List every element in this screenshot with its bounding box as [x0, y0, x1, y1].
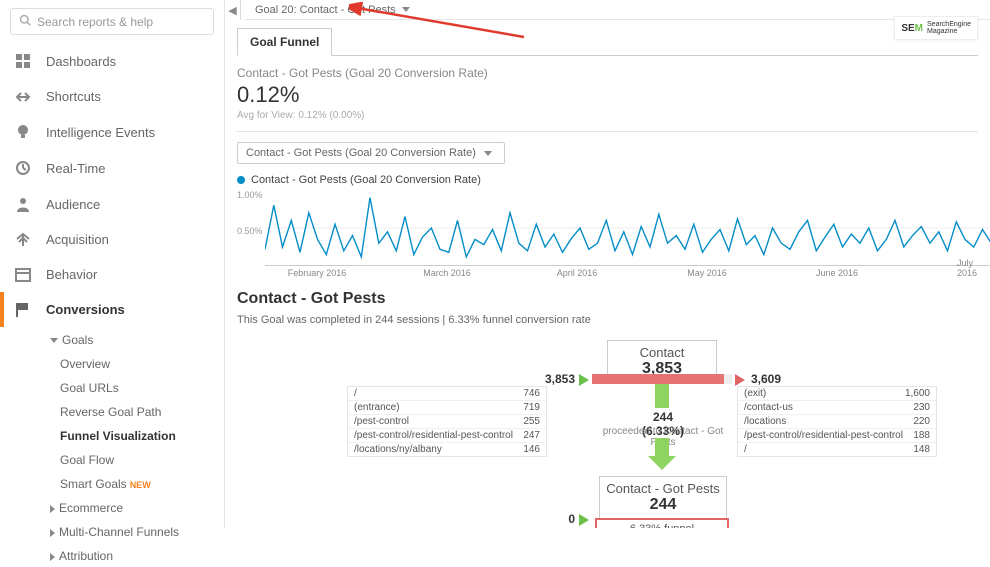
sem-watermark: SEM SearchEngine Magazine	[894, 16, 978, 40]
shortcuts-icon	[14, 91, 32, 103]
flag-icon	[14, 303, 32, 317]
subnav-ecommerce[interactable]: Ecommerce	[34, 495, 224, 519]
subnav-conversions: Goals Overview Goal URLs Reverse Goal Pa…	[34, 327, 224, 567]
step2-in: 0	[563, 512, 575, 526]
down-arrow-head	[648, 456, 676, 470]
summary: Contact - Got Pests (Goal 20 Conversion …	[237, 66, 978, 121]
arrow-in2-icon	[579, 514, 589, 526]
nav-label: Intelligence Events	[46, 125, 155, 140]
funnel-exits-table: (exit)1,600 /contact-us230 /locations220…	[737, 386, 937, 457]
nav-acquisition[interactable]: Acquisition	[0, 222, 224, 257]
subnav-goal-urls[interactable]: Goal URLs	[34, 375, 224, 399]
dashboard-icon	[14, 53, 32, 69]
main-content: ◀ Goal 20: Contact - Got Pests Goal Funn…	[225, 0, 990, 528]
nav-intelligence[interactable]: Intelligence Events	[0, 114, 224, 150]
nav-label: Behavior	[46, 267, 97, 282]
summary-value: 0.12%	[237, 82, 978, 108]
line-chart: 1.00% 0.50% February 2016 March 2016 Apr…	[237, 190, 978, 278]
tab-row: Goal Funnel	[237, 28, 978, 56]
goal-selector[interactable]: Goal 20: Contact - Got Pests	[245, 0, 990, 20]
sidebar: Search reports & help Dashboards Shortcu…	[0, 0, 225, 528]
chevron-down-icon	[484, 147, 496, 159]
nav-audience[interactable]: Audience	[0, 186, 224, 222]
funnel-sources-table: /746 (entrance)719 /pest-control255 /pes…	[347, 386, 547, 457]
step1-in: 3,853	[535, 372, 575, 386]
legend-dot	[237, 176, 245, 184]
tab-goal-funnel[interactable]: Goal Funnel	[237, 28, 332, 56]
nav-dashboards[interactable]: Dashboards	[0, 43, 224, 79]
summary-title: Contact - Got Pests (Goal 20 Conversion …	[237, 66, 978, 80]
section-subtitle: This Goal was completed in 244 sessions …	[237, 314, 978, 326]
subnav-attribution[interactable]: Attribution	[34, 543, 224, 567]
sem-logo: SEM	[901, 23, 923, 34]
nav-label: Real-Time	[46, 161, 105, 176]
down-arrow-1	[655, 384, 669, 408]
nav-label: Acquisition	[46, 232, 109, 247]
nav-label: Audience	[46, 197, 100, 212]
funnel: Contact 3,853 3,853 3,609 /746 (entrance…	[237, 340, 978, 528]
chart-legend: Contact - Got Pests (Goal 20 Conversion …	[237, 174, 978, 186]
nav-realtime[interactable]: Real-Time	[0, 150, 224, 186]
nav-behavior[interactable]: Behavior	[0, 257, 224, 292]
section-title: Contact - Got Pests	[237, 290, 978, 308]
behavior-icon	[14, 268, 32, 282]
nav-label: Dashboards	[46, 54, 116, 69]
subnav-goals[interactable]: Goals	[34, 327, 224, 351]
search-input[interactable]: Search reports & help	[10, 8, 214, 35]
bulb-icon	[14, 124, 32, 140]
chevron-down-icon	[402, 4, 414, 16]
nav-conversions[interactable]: Conversions	[0, 292, 224, 327]
arrow-in-icon	[579, 374, 589, 386]
subnav-smart-goals[interactable]: Smart GoalsNEW	[34, 471, 224, 495]
nav-label: Conversions	[46, 302, 125, 317]
subnav-overview[interactable]: Overview	[34, 351, 224, 375]
page-prev[interactable]: ◀	[225, 0, 241, 20]
nav-label: Shortcuts	[46, 89, 101, 104]
metric-select[interactable]: Contact - Got Pests (Goal 20 Conversion …	[237, 142, 505, 164]
clock-icon	[14, 160, 32, 176]
conversion-rate-callout: 6.33% funnel conversion rate	[595, 518, 729, 528]
subnav-goal-flow[interactable]: Goal Flow	[34, 447, 224, 471]
search-icon	[19, 14, 31, 29]
acquisition-icon	[14, 233, 32, 247]
funnel-step-2: Contact - Got Pests 244	[599, 476, 727, 519]
subnav-reverse-goal[interactable]: Reverse Goal Path	[34, 399, 224, 423]
subnav-funnel-viz[interactable]: Funnel Visualization	[34, 423, 224, 447]
divider	[237, 131, 978, 132]
new-badge: NEW	[130, 480, 151, 490]
down-arrow-2	[655, 438, 669, 456]
nav-shortcuts[interactable]: Shortcuts	[0, 79, 224, 114]
person-icon	[14, 196, 32, 212]
arrow-out-icon	[735, 374, 745, 386]
step1-bar-fill	[592, 374, 724, 384]
search-placeholder: Search reports & help	[37, 15, 153, 29]
summary-sub: Avg for View: 0.12% (0.00%)	[237, 110, 978, 121]
step1-out: 3,609	[751, 372, 781, 386]
subnav-multichannel[interactable]: Multi-Channel Funnels	[34, 519, 224, 543]
